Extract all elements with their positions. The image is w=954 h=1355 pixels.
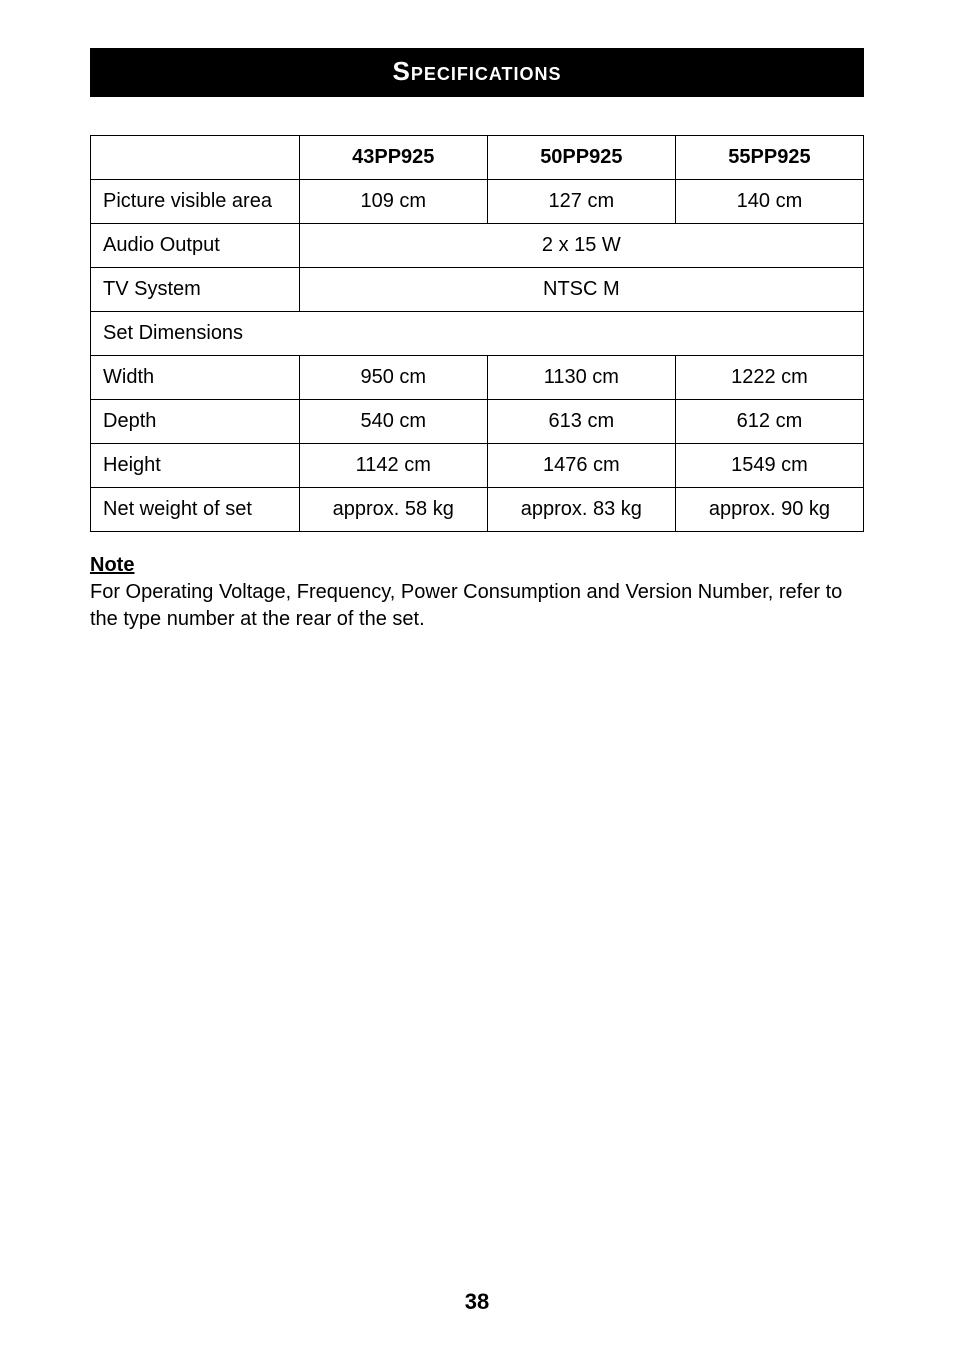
cell-value: 612 cm [675, 400, 863, 444]
table-row: Net weight of set approx. 58 kg approx. … [91, 488, 864, 532]
row-label-net-weight: Net weight of set [91, 488, 300, 532]
table-row: Audio Output 2 x 15 W [91, 224, 864, 268]
row-label-width: Width [91, 356, 300, 400]
cell-value: 109 cm [299, 180, 487, 224]
note-body: For Operating Voltage, Frequency, Power … [90, 579, 864, 633]
cell-value: approx. 90 kg [675, 488, 863, 532]
cell-value: 127 cm [487, 180, 675, 224]
row-label-audio-output: Audio Output [91, 224, 300, 268]
cell-value: 540 cm [299, 400, 487, 444]
cell-value: 1142 cm [299, 444, 487, 488]
note-heading: Note [90, 554, 864, 577]
header-model-1: 43PP925 [299, 136, 487, 180]
table-row: Height 1142 cm 1476 cm 1549 cm [91, 444, 864, 488]
table-header-row: 43PP925 50PP925 55PP925 [91, 136, 864, 180]
row-label-set-dimensions: Set Dimensions [91, 312, 864, 356]
cell-value-merged: NTSC M [299, 268, 863, 312]
table-row: Depth 540 cm 613 cm 612 cm [91, 400, 864, 444]
cell-value-merged: 2 x 15 W [299, 224, 863, 268]
cell-value: 1130 cm [487, 356, 675, 400]
table-row: Picture visible area 109 cm 127 cm 140 c… [91, 180, 864, 224]
cell-value: 613 cm [487, 400, 675, 444]
header-model-2: 50PP925 [487, 136, 675, 180]
header-model-3: 55PP925 [675, 136, 863, 180]
table-row: Set Dimensions [91, 312, 864, 356]
cell-value: approx. 58 kg [299, 488, 487, 532]
row-label-picture-visible-area: Picture visible area [91, 180, 300, 224]
cell-value: 1476 cm [487, 444, 675, 488]
page-container: Specifications 43PP925 50PP925 55PP925 P… [0, 0, 954, 633]
row-label-tv-system: TV System [91, 268, 300, 312]
note-section: Note For Operating Voltage, Frequency, P… [90, 554, 864, 633]
cell-value: 1222 cm [675, 356, 863, 400]
page-number: 38 [0, 1289, 954, 1315]
cell-value: approx. 83 kg [487, 488, 675, 532]
specifications-table: 43PP925 50PP925 55PP925 Picture visible … [90, 135, 864, 532]
row-label-depth: Depth [91, 400, 300, 444]
page-title: Specifications [90, 48, 864, 97]
cell-value: 950 cm [299, 356, 487, 400]
cell-value: 1549 cm [675, 444, 863, 488]
header-empty [91, 136, 300, 180]
table-row: TV System NTSC M [91, 268, 864, 312]
row-label-height: Height [91, 444, 300, 488]
table-row: Width 950 cm 1130 cm 1222 cm [91, 356, 864, 400]
cell-value: 140 cm [675, 180, 863, 224]
